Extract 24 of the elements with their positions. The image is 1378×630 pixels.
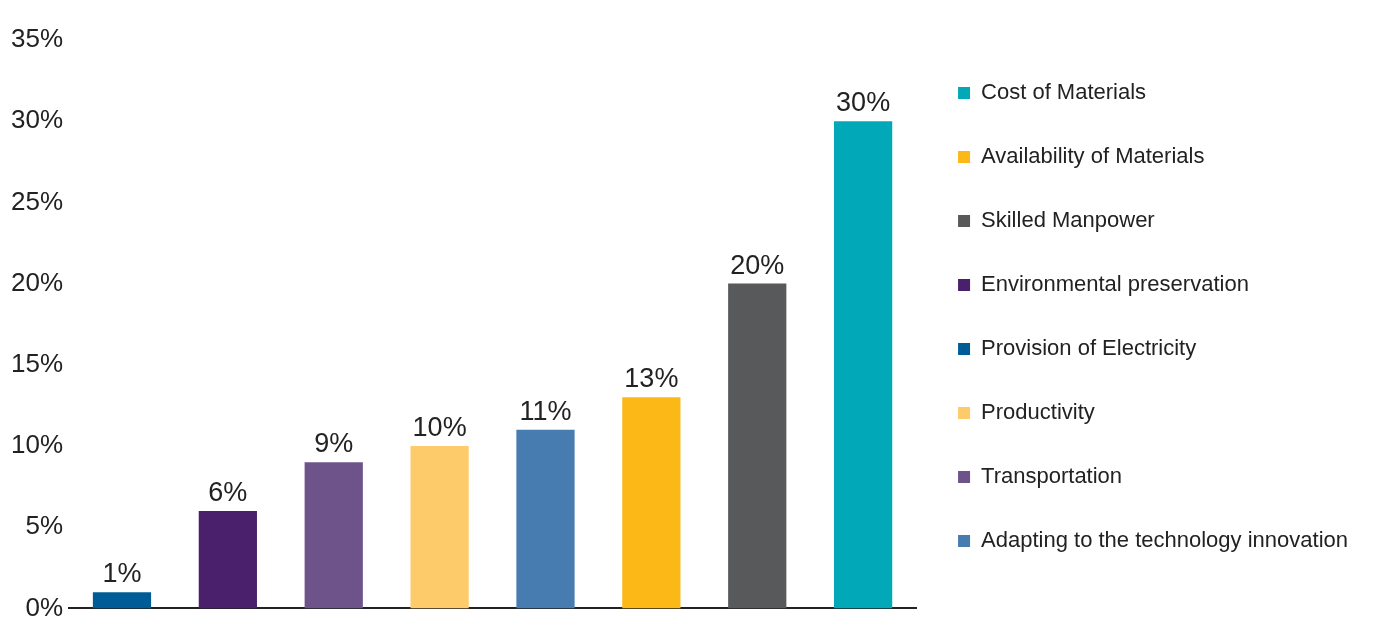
y-tick-label: 20% [10, 266, 64, 297]
legend-label: Provision of Electricity [981, 335, 1197, 361]
data-label: 1% [102, 558, 142, 589]
legend-label: Adapting to the technology innovation [981, 527, 1349, 553]
data-label: 10% [412, 411, 467, 442]
data-label: 20% [730, 249, 785, 280]
data-label: 30% [836, 87, 891, 118]
legend-label: Availability of Materials [981, 143, 1205, 169]
y-tick-label: 10% [10, 429, 64, 460]
y-tick-label: 35% [10, 23, 64, 54]
data-label: 13% [624, 363, 679, 394]
legend-label: Cost of Materials [981, 79, 1147, 105]
y-tick-label: 25% [10, 185, 64, 216]
data-label: 11% [519, 395, 572, 426]
y-tick-label: 0% [25, 591, 64, 622]
y-tick-label: 15% [10, 347, 64, 378]
y-tick-label: 30% [10, 104, 64, 135]
legend-label: Skilled Manpower [981, 207, 1155, 233]
legend-label: Transportation [981, 463, 1123, 489]
data-label: 9% [314, 428, 354, 459]
legend-label: Productivity [981, 399, 1095, 425]
data-label: 6% [208, 476, 248, 507]
y-tick-label: 5% [25, 510, 64, 541]
legend-label: Environmental preservation [981, 271, 1249, 297]
